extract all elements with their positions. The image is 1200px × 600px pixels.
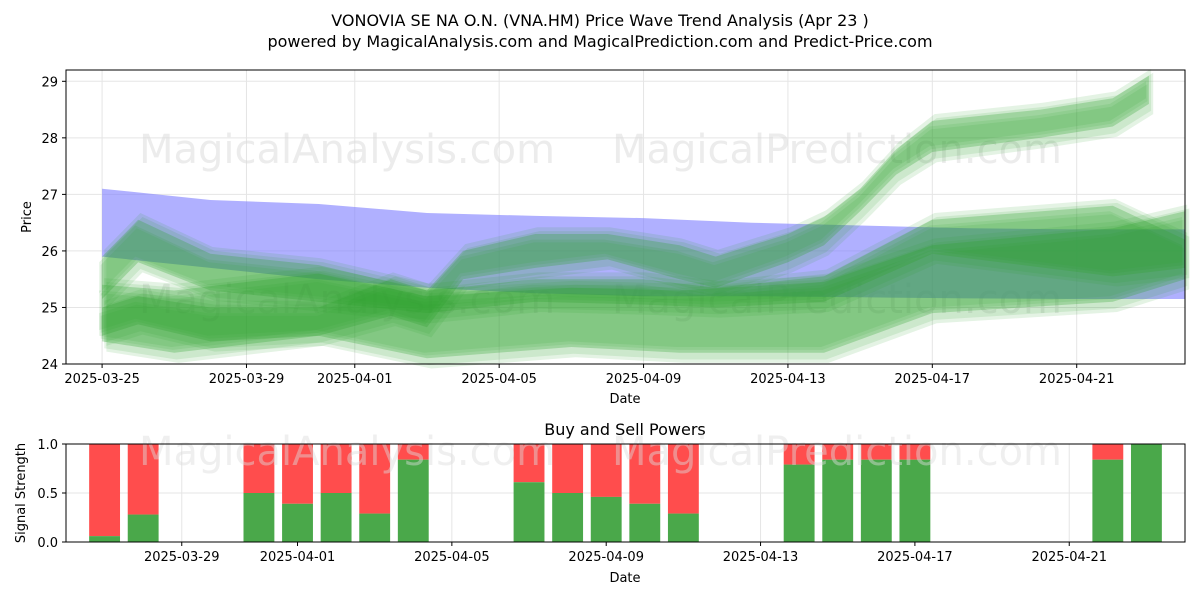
buy-bar bbox=[127, 514, 159, 542]
x-tick-label: 2025-04-01 bbox=[317, 372, 393, 387]
sell-bar bbox=[629, 444, 661, 504]
green-wave-band bbox=[104, 204, 1188, 366]
sell-bar bbox=[783, 444, 815, 465]
buy-bar bbox=[629, 503, 661, 542]
watermark-prediction: MagicalPrediction.com bbox=[612, 429, 1062, 475]
green-wave-band bbox=[99, 211, 1183, 308]
x-tick-label: 2025-04-05 bbox=[414, 550, 490, 565]
buy-bar bbox=[783, 464, 815, 542]
sell-bar bbox=[243, 444, 275, 493]
buy-bar bbox=[822, 459, 854, 542]
sell-bar bbox=[899, 444, 931, 460]
signal-panel: Buy and Sell Powers MagicalAnalysis.com … bbox=[14, 420, 1186, 586]
sell-bar bbox=[860, 444, 892, 460]
sell-bar bbox=[822, 444, 854, 460]
watermark-prediction: MagicalPrediction.com bbox=[612, 127, 1062, 173]
buy-bar bbox=[667, 513, 699, 542]
y-tick-label: 26 bbox=[41, 245, 58, 260]
sell-bar bbox=[1092, 444, 1124, 460]
watermark-analysis: MagicalAnalysis.com bbox=[139, 127, 555, 173]
green-wave-band bbox=[106, 208, 1190, 369]
buy-bar bbox=[397, 459, 429, 542]
green-wave-band bbox=[106, 72, 1154, 352]
green-wave-band bbox=[100, 214, 1184, 311]
green-wave-band bbox=[104, 68, 1152, 349]
price-bands bbox=[99, 68, 1190, 369]
y-tick-label: 28 bbox=[41, 132, 58, 147]
buy-bar bbox=[89, 536, 121, 542]
price-panel: MagicalAnalysis.com MagicalPrediction.co… bbox=[20, 68, 1190, 407]
x-tick-label: 2025-03-25 bbox=[64, 372, 140, 387]
x-tick-label: 2025-04-13 bbox=[750, 372, 826, 387]
signal-bars bbox=[89, 444, 1162, 542]
x-tick-label: 2025-03-29 bbox=[144, 550, 220, 565]
x-tick-label: 2025-04-09 bbox=[568, 550, 644, 565]
y-tick-label: 0.0 bbox=[37, 536, 58, 551]
x-tick-label: 2025-04-01 bbox=[260, 550, 336, 565]
signal-title: Buy and Sell Powers bbox=[544, 420, 706, 439]
green-wave-band bbox=[106, 202, 1190, 324]
signal-y-axis: 0.0 0.5 1.0 bbox=[37, 438, 66, 551]
sell-bar bbox=[320, 444, 352, 493]
y-tick-label: 1.0 bbox=[37, 438, 58, 453]
price-y-axis: 24 25 26 27 28 29 bbox=[41, 75, 66, 373]
x-tick-label: 2025-03-29 bbox=[209, 372, 285, 387]
sell-bar bbox=[282, 444, 313, 504]
x-tick-label: 2025-04-09 bbox=[606, 372, 682, 387]
x-tick-label: 2025-04-21 bbox=[1039, 372, 1115, 387]
green-wave-band bbox=[100, 219, 1184, 356]
x-tick-label: 2025-04-17 bbox=[877, 550, 953, 565]
buy-bar bbox=[1092, 459, 1124, 542]
green-wave-band bbox=[102, 205, 1186, 314]
x-tick-label: 2025-04-21 bbox=[1031, 550, 1107, 565]
y-tick-label: 27 bbox=[41, 188, 58, 203]
green-wave-band bbox=[104, 198, 1188, 320]
y-tick-label: 29 bbox=[41, 75, 58, 90]
blue-trend-band bbox=[102, 188, 1186, 299]
buy-bar bbox=[513, 482, 545, 542]
x-tick-label: 2025-04-05 bbox=[461, 372, 537, 387]
green-wave-band bbox=[102, 75, 1149, 342]
y-tick-label: 25 bbox=[41, 301, 58, 316]
sell-bar bbox=[359, 444, 391, 514]
y-tick-label: 0.5 bbox=[37, 487, 58, 502]
sell-bar bbox=[513, 444, 545, 483]
buy-bar bbox=[860, 459, 892, 542]
signal-y-label: Signal Strength bbox=[14, 443, 29, 543]
chart-title: VONOVIA SE NA O.N. (VNA.HM) Price Wave T… bbox=[331, 11, 869, 30]
sell-bar bbox=[127, 444, 159, 515]
x-tick-label: 2025-04-13 bbox=[723, 550, 799, 565]
price-x-axis: 2025-03-25 2025-03-29 2025-04-01 2025-04-05… bbox=[64, 364, 1114, 387]
price-y-label: Price bbox=[20, 201, 35, 233]
price-x-label: Date bbox=[609, 392, 640, 407]
buy-bar bbox=[243, 493, 275, 542]
sell-bar bbox=[89, 444, 121, 537]
watermark-analysis: MagicalAnalysis.com bbox=[139, 429, 555, 475]
buy-bar bbox=[282, 503, 313, 542]
buy-bar bbox=[320, 493, 352, 542]
sell-bar bbox=[590, 444, 622, 497]
buy-bar bbox=[590, 496, 622, 542]
buy-bar bbox=[552, 493, 584, 542]
y-tick-label: 24 bbox=[41, 358, 58, 373]
x-tick-label: 2025-04-17 bbox=[895, 372, 971, 387]
buy-bar bbox=[1130, 444, 1162, 542]
green-wave-band bbox=[99, 217, 1183, 353]
green-wave-band bbox=[102, 211, 1186, 359]
sell-bar bbox=[667, 444, 699, 514]
chart-subtitle: powered by MagicalAnalysis.com and Magic… bbox=[267, 32, 932, 51]
sell-bar bbox=[397, 444, 429, 460]
signal-x-axis: 2025-03-29 2025-04-01 2025-04-05 2025-04-09… bbox=[144, 542, 1107, 565]
buy-bar bbox=[899, 459, 931, 542]
buy-bar bbox=[359, 513, 391, 542]
sell-bar bbox=[552, 444, 584, 493]
signal-x-label: Date bbox=[609, 571, 640, 586]
price-plot-frame bbox=[65, 69, 1186, 365]
